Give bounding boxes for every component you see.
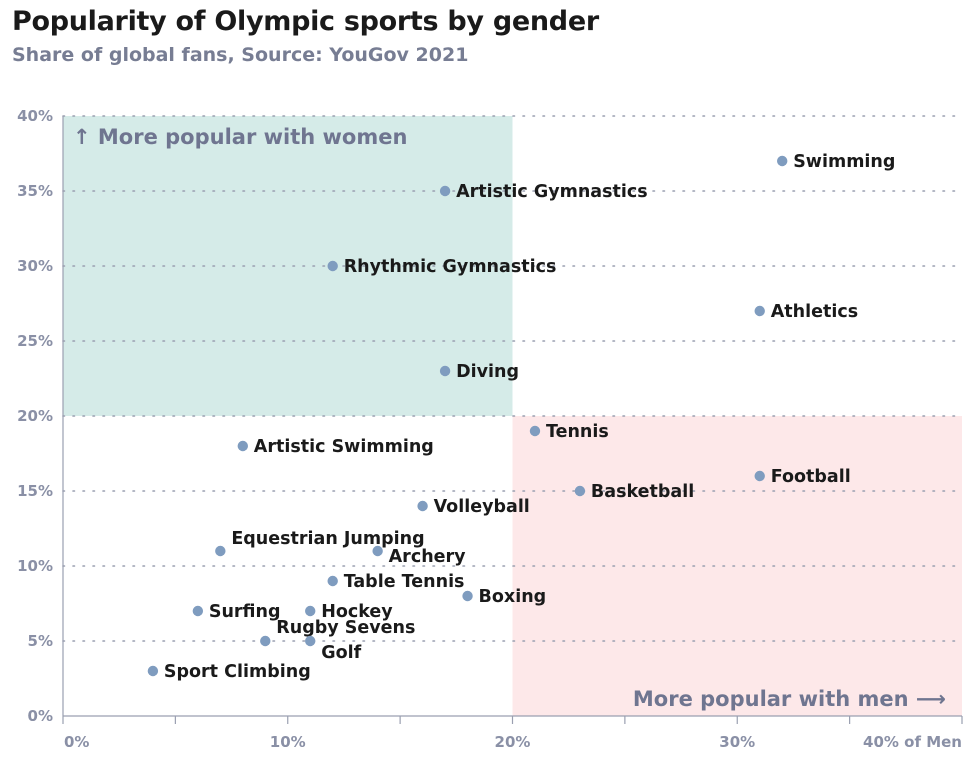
point-equestrian-jumping: [215, 545, 226, 557]
x-tick-label: 40% of Men: [863, 733, 962, 751]
point-diving: [439, 365, 451, 377]
y-tick-label: 0%: [28, 707, 53, 725]
point-tennis: [529, 425, 541, 437]
y-tick-label: 30%: [17, 257, 53, 275]
point-label-hockey: Hockey: [321, 602, 393, 622]
x-tick-label: 30%: [719, 733, 755, 751]
point-sport-climbing: [147, 665, 159, 677]
point-label-tennis: Tennis: [546, 422, 609, 442]
point-label-archery: Archery: [389, 547, 467, 567]
point-label-athletics: Athletics: [771, 302, 858, 322]
x-tick-label: 20%: [495, 733, 531, 751]
point-golf: [305, 635, 316, 647]
point-volleyball: [417, 500, 428, 512]
point-label-rhythmic-gymnastics: Rhythmic Gymnastics: [344, 257, 557, 277]
region-label-women: ↑ More popular with women: [73, 125, 407, 149]
point-label-diving: Diving: [456, 362, 519, 382]
point-label-sport-climbing: Sport Climbing: [164, 662, 311, 682]
y-tick-label: 10%: [17, 557, 53, 575]
region-label-men: More popular with men ⟶: [633, 687, 946, 711]
region-men: [512, 416, 962, 716]
point-football: [754, 470, 765, 482]
point-label-basketball: Basketball: [591, 482, 694, 502]
y-tick-label: 40%: [17, 107, 53, 125]
point-label-rugby-sevens: Rugby Sevens: [276, 618, 415, 638]
y-tick-label: 5%: [28, 632, 53, 650]
point-label-football: Football: [771, 467, 851, 487]
point-artistic-gymnastics: [439, 185, 451, 197]
point-rugby-sevens: [260, 635, 271, 647]
y-tick-label: 25%: [17, 332, 53, 350]
point-swimming: [777, 155, 788, 167]
point-artistic-swimming: [237, 440, 248, 452]
x-tick-label: 0%: [64, 733, 89, 751]
point-athletics: [754, 305, 765, 317]
point-label-swimming: Swimming: [793, 152, 895, 172]
point-basketball: [574, 485, 586, 497]
point-surfing: [192, 605, 204, 617]
chart-subtitle: Share of global fans, Source: YouGov 202…: [12, 44, 469, 66]
point-archery: [372, 545, 383, 557]
point-table-tennis: [327, 575, 338, 587]
point-label-equestrian-jumping: Equestrian Jumping: [231, 529, 424, 549]
point-rhythmic-gymnastics: [327, 260, 338, 272]
point-label-surfing: Surfing: [209, 602, 281, 622]
point-hockey: [305, 605, 316, 617]
point-label-table-tennis: Table Tennis: [344, 572, 465, 592]
chart-title: Popularity of Olympic sports by gender: [12, 6, 599, 37]
y-tick-label: 35%: [17, 182, 53, 200]
point-label-boxing: Boxing: [479, 587, 547, 607]
point-label-artistic-swimming: Artistic Swimming: [254, 437, 434, 457]
y-tick-label: 15%: [17, 482, 53, 500]
point-label-artistic-gymnastics: Artistic Gymnastics: [456, 182, 648, 202]
y-tick-label: 20%: [17, 407, 53, 425]
x-tick-label: 10%: [270, 733, 306, 751]
point-label-volleyball: Volleyball: [434, 497, 530, 517]
point-label-golf: Golf: [321, 643, 361, 663]
point-boxing: [462, 590, 473, 602]
region-women: [63, 116, 513, 416]
